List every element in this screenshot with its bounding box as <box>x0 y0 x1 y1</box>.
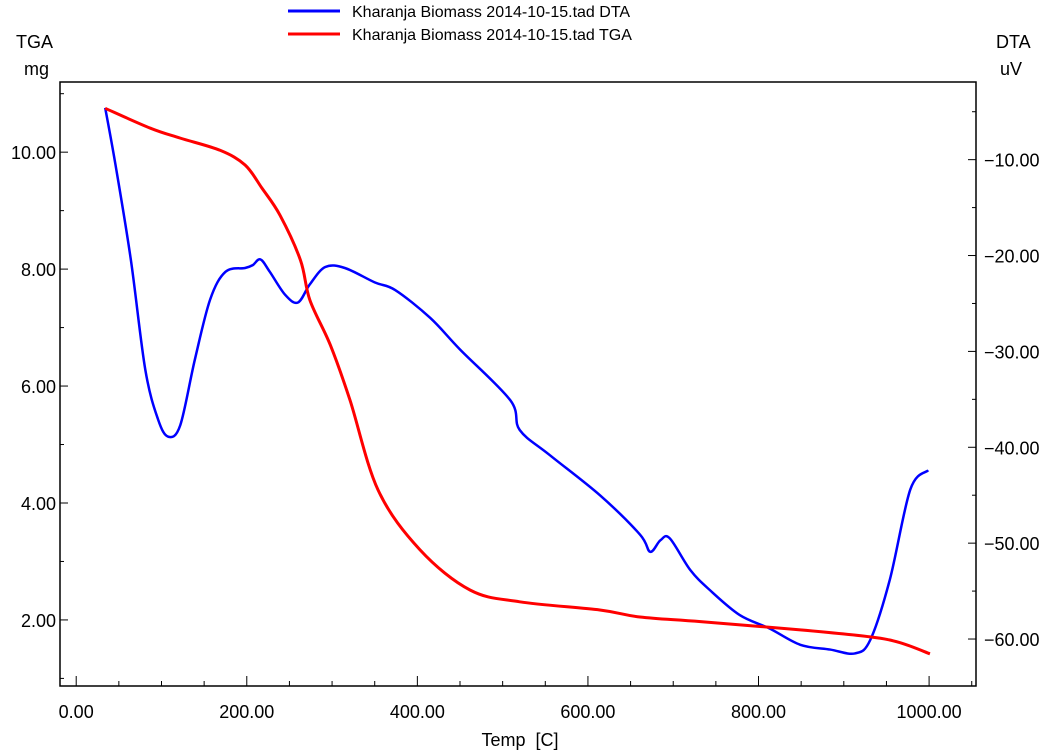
legend: Kharanja Biomass 2014-10-15.tad DTA Khar… <box>288 4 632 44</box>
right-axis-title: DTA <box>996 32 1031 52</box>
y-right-tick-label: −50.00 <box>984 534 1040 554</box>
x-tick-label: 600.00 <box>560 702 615 722</box>
y-right-tick-label: −10.00 <box>984 151 1040 171</box>
x-tick-label: 800.00 <box>731 702 786 722</box>
left-axis-unit: mg <box>24 59 49 79</box>
legend-label-tga: Kharanja Biomass 2014-10-15.tad TGA <box>352 27 632 44</box>
y-right-tick-label: −30.00 <box>984 342 1040 362</box>
y-left-tick-label: 4.00 <box>21 494 56 514</box>
legend-label-dta: Kharanja Biomass 2014-10-15.tad DTA <box>352 4 630 21</box>
y-left-tick-label: 6.00 <box>21 377 56 397</box>
y-left-tick-label: 8.00 <box>21 260 56 280</box>
y-right-tick-label: −60.00 <box>984 630 1040 650</box>
y-right-tick-label: −20.00 <box>984 247 1040 267</box>
tga-series-line <box>104 106 931 656</box>
x-tick-label: 400.00 <box>390 702 445 722</box>
y-left-tick-label: 10.00 <box>11 143 56 163</box>
dta-series-line <box>103 107 930 656</box>
x-tick-label: 200.00 <box>219 702 274 722</box>
plot-frame <box>59 81 977 687</box>
y-right-tick-label: −40.00 <box>984 438 1040 458</box>
x-tick-label: 1000.00 <box>897 702 962 722</box>
x-tick-label: 0.00 <box>59 702 94 722</box>
y-left-tick-label: 2.00 <box>21 611 56 631</box>
left-axis-title: TGA <box>16 32 53 52</box>
right-axis-unit: uV <box>1000 59 1022 79</box>
x-axis-title: Temp [C] <box>481 730 558 750</box>
